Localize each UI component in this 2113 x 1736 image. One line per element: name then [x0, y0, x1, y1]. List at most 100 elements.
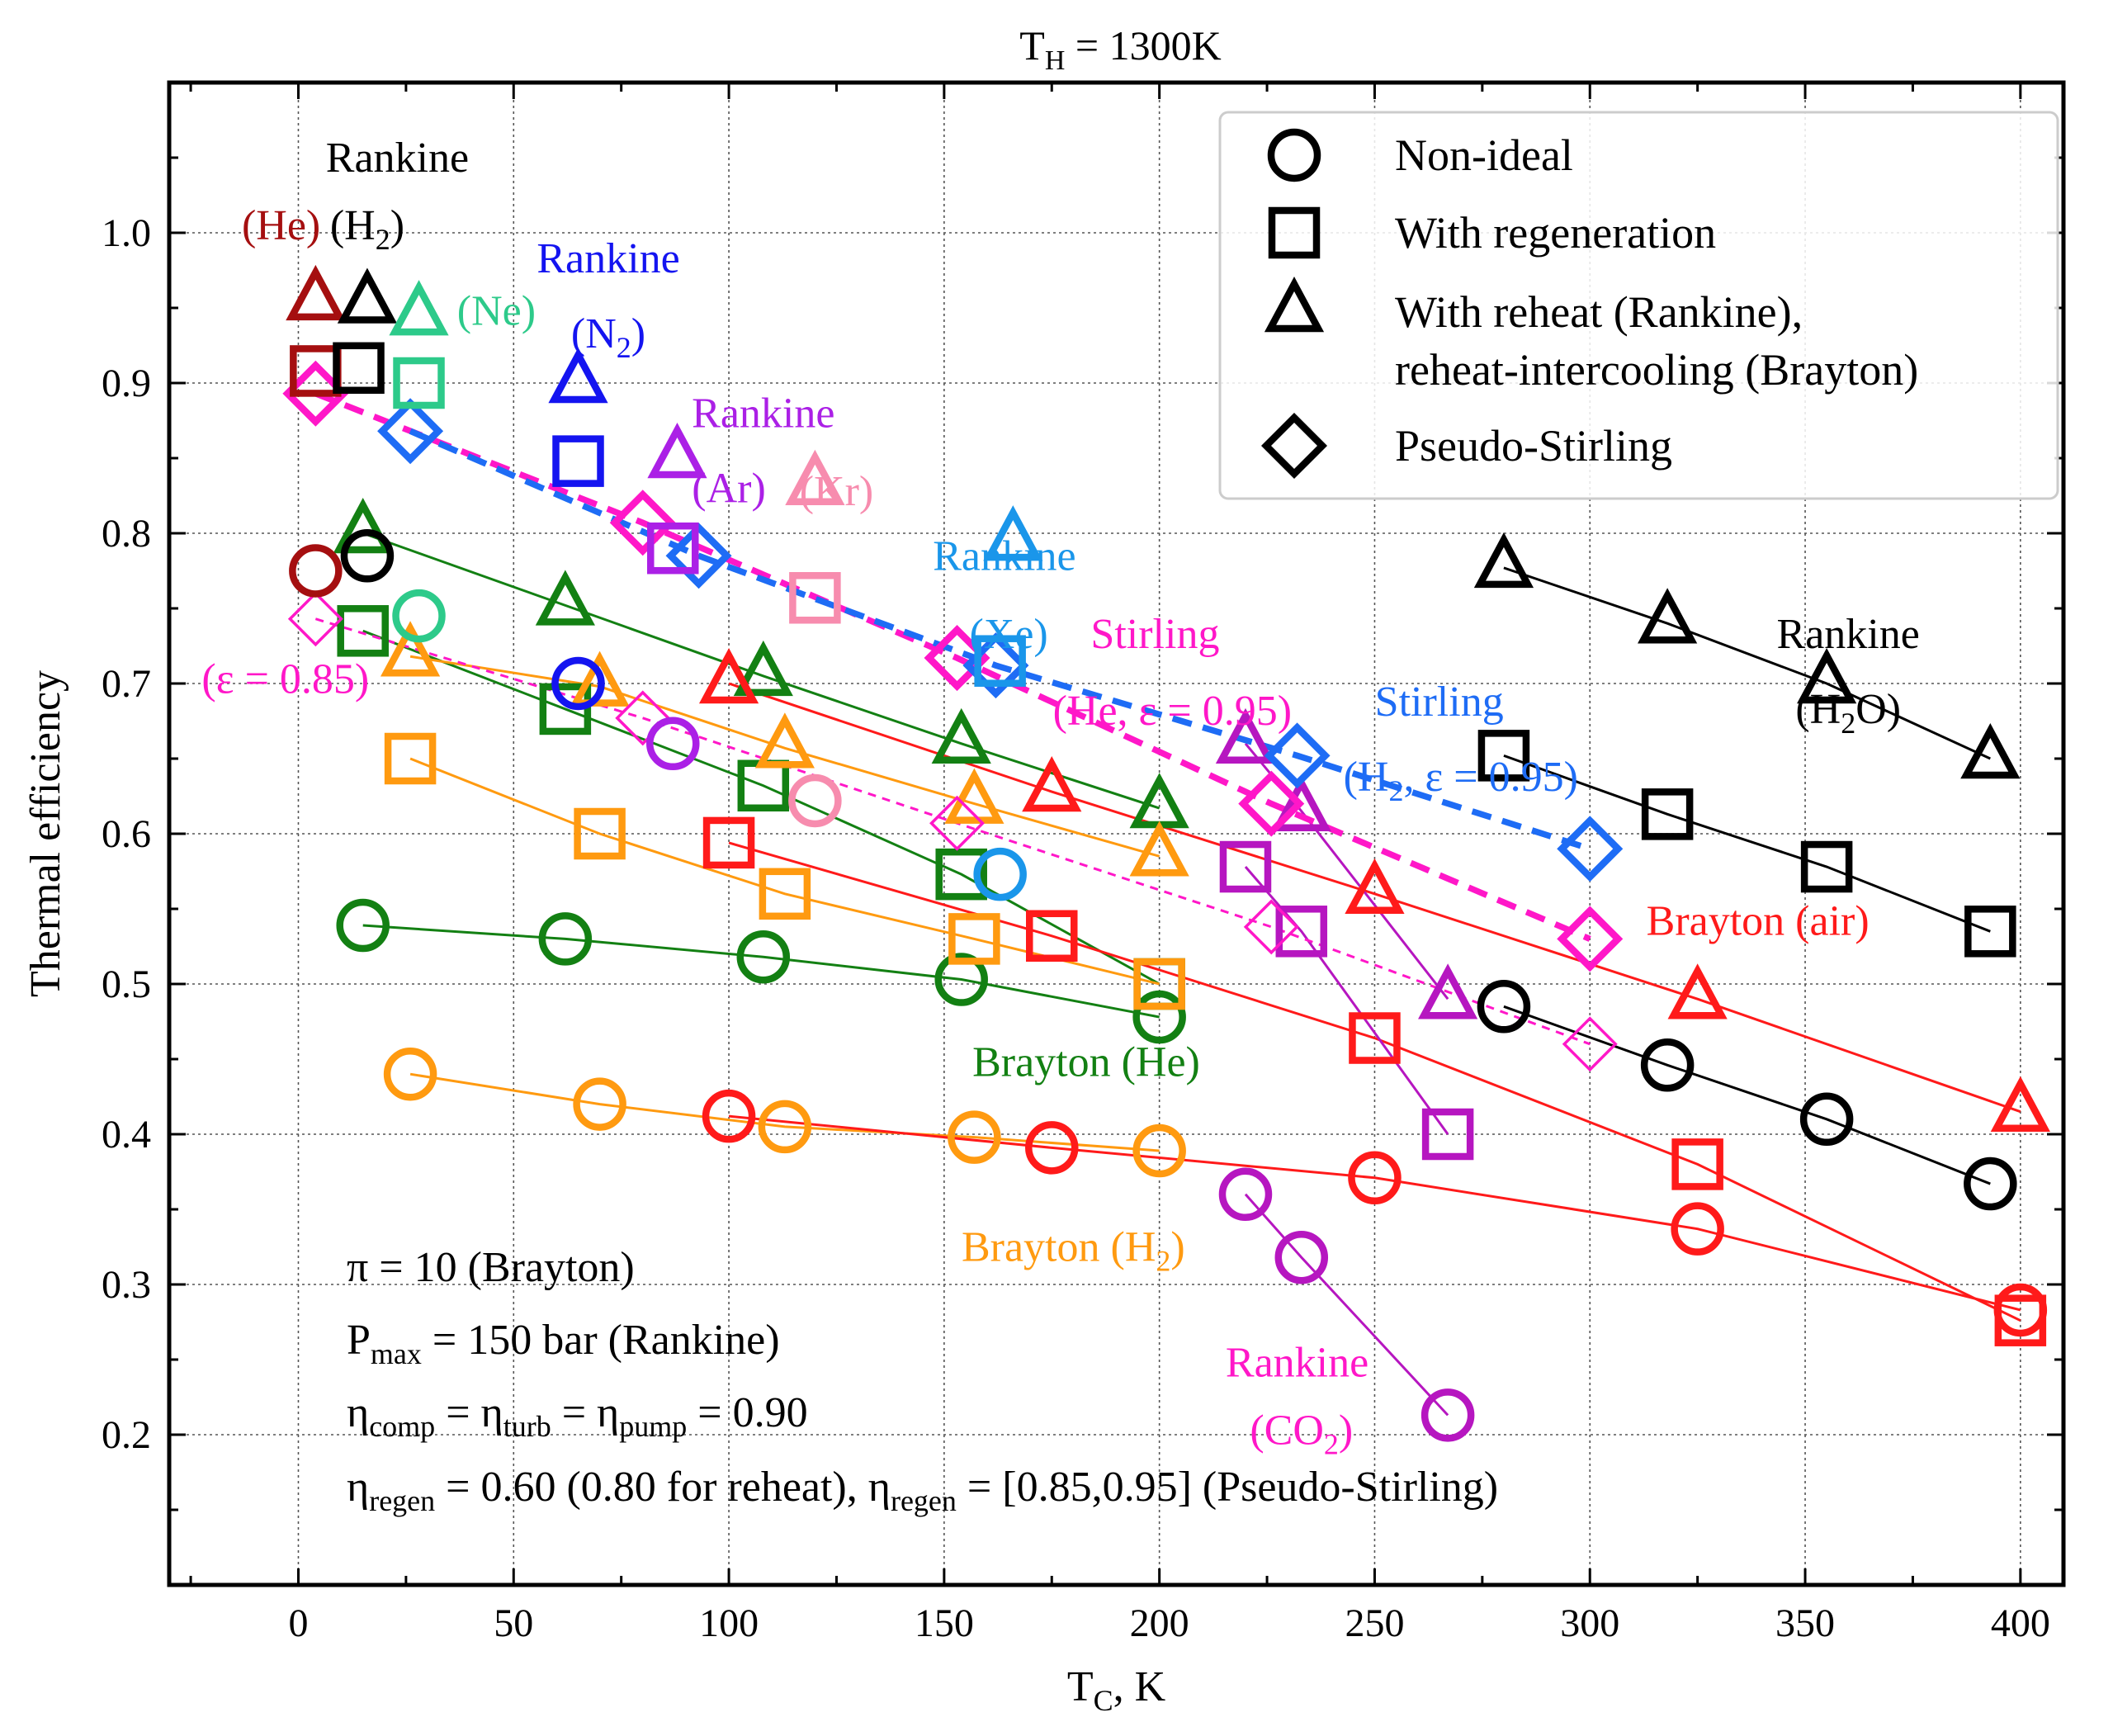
legend-marker-square [1268, 206, 1321, 259]
annotation-ne: (Ne) [457, 288, 536, 335]
data-point-0-85-diamond-small [1562, 1016, 1618, 1072]
annotation-he: (He) [242, 202, 320, 249]
data-point-rankine-h2o-triangle [1638, 588, 1698, 644]
legend-marker-triangle [1264, 277, 1325, 333]
title-subscript: H [1045, 45, 1066, 76]
series-line-brayton-he-triangle [362, 532, 1160, 810]
annotation-xe: (Xe) [969, 611, 1047, 658]
annotation-brayton-he: Brayton (He) [972, 1039, 1200, 1086]
data-point-stirling-h2-0-95-diamond [377, 398, 444, 465]
legend: Non-ideal With regeneration With reheat (R… [1218, 111, 2059, 500]
y-tick-label: 0.5 [102, 963, 151, 1006]
annotation-n2: (N2) [571, 310, 645, 364]
annotation-stirling: Stirling [1090, 611, 1219, 658]
parameter-note: Pmax = 150 bar (Rankine) [347, 1317, 780, 1370]
data-point-rankine-h2o-circle [1964, 1157, 2017, 1211]
data-point-rankine-h2o-triangle [1960, 723, 2021, 779]
data-point-brayton-air-square [702, 816, 755, 869]
data-point-rankine-co2-square [1219, 840, 1272, 893]
annotation-brayton-air: Brayton (air) [1647, 898, 1870, 945]
legend-marker-diamond [1260, 412, 1328, 480]
data-point-rankine-h2o-triangle [1473, 532, 1534, 589]
series-line-rankine-h2o-triangle [1503, 566, 1991, 760]
data-point-stirling-he-0-95-diamond [1238, 770, 1305, 837]
series-line-brayton-air-triangle [728, 682, 2021, 1114]
y-tick-label: 0.4 [102, 1113, 151, 1157]
x-axis-label: TC, K [1067, 1663, 1166, 1717]
data-point-rankine-kr-square [789, 572, 841, 624]
data-point-rankine-h2o-circle [1477, 980, 1531, 1034]
y-tick-label: 1.0 [102, 211, 151, 255]
axis-ticks: 0 50 100 150 200 250 300 350 400 0.2 0.3 0.4 0.5 0.6 0… [102, 83, 2063, 1645]
series-line-rankine-co2-triangle [1244, 742, 1449, 1000]
data-point-brayton-he-circle [1132, 990, 1186, 1044]
data-point-brayton-air-triangle [1990, 1076, 2050, 1132]
data-point-rankine-kr-triangle [785, 449, 845, 506]
data-point-brayton-h2-triangle [944, 768, 1005, 824]
data-point-0-85-diamond-small [1243, 899, 1299, 955]
data-point-rankine-h2o-circle [1640, 1038, 1695, 1092]
data-point-rankine-xe-triangle [983, 505, 1043, 561]
series-line-rankine-co2-circle [1244, 1193, 1449, 1417]
x-tick-label: 400 [1991, 1601, 2050, 1645]
data-point-brayton-he-triangle [535, 570, 595, 626]
x-tick-label: 100 [699, 1601, 759, 1645]
data-point-brayton-air-triangle [1345, 858, 1405, 915]
data-point-0-85-diamond-small [287, 591, 343, 647]
data-point-0-85-diamond-small [615, 690, 671, 746]
data-point-rankine-co2-circle [1274, 1230, 1329, 1284]
legend-box [1218, 111, 2059, 500]
x-tick-label: 150 [915, 1601, 974, 1645]
x-tick-label: 350 [1775, 1601, 1835, 1645]
legend-label: reheat-intercooling (Brayton) [1395, 345, 1918, 395]
data-point-rankine-ar-triangle [647, 423, 707, 479]
data-point-brayton-air-square [1994, 1294, 2047, 1346]
series-line-brayton-h2-circle [409, 1072, 1160, 1152]
series-line-brayton-he-circle [362, 924, 1160, 1019]
annotation-rankine: Rankine [692, 390, 834, 437]
data-point-brayton-h2-triangle [570, 650, 630, 707]
annotation-brayton-h2: Brayton (H2) [962, 1224, 1185, 1278]
data-point-rankine-h2o-triangle [1797, 648, 1857, 704]
data-point-brayton-air-triangle [1667, 963, 1728, 1019]
legend-label: With regeneration [1395, 208, 1716, 258]
x-tick-label: 200 [1130, 1601, 1189, 1645]
x-tick-label: 50 [494, 1601, 533, 1645]
data-point-brayton-h2-square [1133, 958, 1185, 1010]
y-tick-label: 0.8 [102, 512, 151, 556]
annotations: Rankine(He) (H2)(Ne)Rankine(N2)Rankine(Ar… [201, 135, 1919, 1461]
legend-label: Non-ideal [1395, 130, 1573, 180]
data-point-rankine-h2o-square [1641, 788, 1694, 840]
data-point-brayton-he-triangle [333, 498, 393, 554]
data-point-brayton-h2-triangle [380, 621, 441, 677]
series-lines [314, 390, 2021, 1417]
annotation-rankine: Rankine [326, 135, 469, 182]
data-point-brayton-he-square [539, 683, 592, 736]
data-point-rankine-xe-circle [973, 847, 1027, 901]
annotation-rankine: Rankine [1777, 611, 1920, 658]
y-tick-label: 0.2 [102, 1413, 151, 1457]
data-point-brayton-he-circle [336, 898, 390, 953]
series-line-stirling-h2-0-95-diamond [409, 428, 1591, 852]
x-axis-label-main: T [1067, 1663, 1094, 1710]
y-tick-label: 0.7 [102, 662, 151, 706]
parameter-note: ηregen = 0.60 (0.80 for reheat), ηregen … [347, 1464, 1498, 1517]
data-point-rankine-n2-square [552, 435, 604, 487]
data-point-brayton-h2-circle [573, 1077, 626, 1131]
annotation-h2o: (H2O) [1795, 686, 1901, 740]
data-point-brayton-air-square [1349, 1012, 1401, 1064]
data-point-rankine-co2-triangle [1418, 963, 1478, 1019]
data-point-rankine-ne-square [393, 357, 445, 409]
data-point-rankine-he-square [290, 345, 342, 397]
data-point-brayton-h2-circle [948, 1110, 1001, 1164]
data-point-rankine-co2-triangle [1215, 707, 1276, 764]
data-point-stirling-h2-0-95-diamond [1557, 816, 1624, 882]
data-point-brayton-h2-circle [758, 1100, 812, 1154]
data-point-rankine-h2-triangle [337, 267, 398, 324]
data-point-rankine-ne-circle [392, 589, 446, 643]
series-markers [282, 264, 2050, 1442]
parameter-note: π = 10 (Brayton) [347, 1244, 635, 1291]
data-point-brayton-h2-square [948, 913, 1000, 965]
data-point-rankine-he-circle [289, 544, 343, 598]
